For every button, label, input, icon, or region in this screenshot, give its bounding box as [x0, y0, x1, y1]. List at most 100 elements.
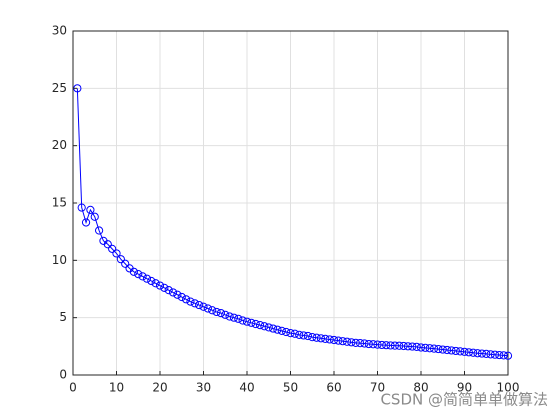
x-tick-label: 0	[69, 381, 77, 395]
y-tick-label: 25	[52, 81, 67, 95]
data	[73, 84, 513, 360]
data-point	[382, 341, 391, 350]
data-point	[299, 331, 308, 340]
data-point	[469, 348, 478, 357]
data-point	[451, 346, 460, 356]
data-point	[129, 267, 138, 276]
data-point	[199, 302, 208, 311]
data-point	[216, 308, 225, 318]
data-point	[377, 340, 386, 350]
data-point	[242, 317, 252, 326]
data-point	[395, 341, 404, 350]
x-tick-label: 60	[326, 381, 341, 395]
data-point	[255, 321, 265, 330]
data-point	[482, 349, 491, 359]
data-point	[399, 341, 408, 351]
data-point	[425, 344, 434, 353]
data-point	[195, 300, 204, 310]
data-point	[369, 340, 378, 349]
x-tick-label: 40	[239, 381, 254, 395]
data-point	[503, 351, 513, 360]
data-point	[229, 313, 239, 322]
data-point	[490, 350, 500, 359]
x-tick-label: 90	[457, 381, 472, 395]
data-point	[347, 338, 356, 347]
data-point	[429, 344, 439, 353]
data-point	[116, 255, 125, 264]
data-point	[138, 272, 147, 281]
data-point	[269, 324, 278, 333]
data-point	[203, 304, 212, 313]
data-point	[190, 299, 199, 308]
data-point	[155, 281, 165, 290]
data-point	[464, 348, 473, 357]
y-tick-label: 20	[52, 138, 67, 152]
data-point	[303, 331, 312, 341]
data-point	[108, 244, 117, 253]
data-point	[334, 336, 343, 345]
data-point	[438, 345, 447, 354]
data-point	[277, 326, 286, 335]
data-point	[286, 329, 295, 338]
data-point	[403, 342, 413, 351]
data-point	[186, 297, 195, 306]
data-point	[408, 342, 417, 351]
series-line	[76, 88, 509, 357]
data-point	[151, 279, 160, 288]
data-point	[373, 340, 382, 349]
y-tick-label: 5	[59, 310, 67, 324]
data-point	[360, 339, 369, 348]
watermark: CSDN @简简单单做算法	[380, 391, 548, 409]
data-point	[473, 349, 482, 358]
data-point	[121, 259, 130, 268]
data-point	[495, 350, 504, 360]
data-point	[112, 249, 121, 258]
data-point	[447, 346, 456, 355]
data-point	[260, 322, 269, 331]
y-tick-label: 0	[59, 368, 67, 382]
data-point	[386, 341, 395, 350]
data-point	[134, 269, 143, 279]
x-tick-label: 30	[196, 381, 211, 395]
data-point	[81, 218, 91, 227]
data-point	[443, 345, 452, 355]
data-point	[77, 203, 86, 212]
data-point	[499, 351, 508, 360]
data-point	[164, 286, 173, 295]
data-point	[182, 295, 191, 304]
x-tick-label: 20	[152, 381, 167, 395]
data-point	[234, 314, 243, 323]
data-point	[364, 339, 373, 349]
data-point	[416, 343, 426, 352]
x-tick-label: 70	[370, 381, 385, 395]
data-point	[147, 276, 156, 286]
data-point	[338, 337, 347, 346]
data-point	[412, 342, 421, 352]
data-point	[342, 337, 352, 346]
data-point	[225, 312, 234, 321]
x-tick-label: 50	[283, 381, 298, 395]
data-point	[460, 347, 469, 356]
data-point	[321, 334, 330, 343]
data-point	[238, 316, 247, 325]
data-point	[264, 323, 273, 332]
data-point	[308, 333, 317, 342]
data-point	[103, 240, 112, 249]
x-tick-label: 10	[109, 381, 124, 395]
data-point	[177, 292, 186, 302]
y-tick-label: 15	[52, 196, 67, 210]
data-point	[221, 310, 230, 319]
data-point	[168, 288, 178, 297]
data-point	[477, 349, 486, 358]
data-point	[86, 205, 95, 214]
data-point	[173, 290, 182, 299]
y-tick-label: 10	[52, 253, 67, 267]
x-tick-label: 80	[413, 381, 428, 395]
data-point	[351, 338, 360, 347]
data-point	[325, 335, 334, 344]
data-point	[456, 347, 465, 356]
data-point	[160, 283, 169, 292]
data-point	[434, 344, 443, 354]
